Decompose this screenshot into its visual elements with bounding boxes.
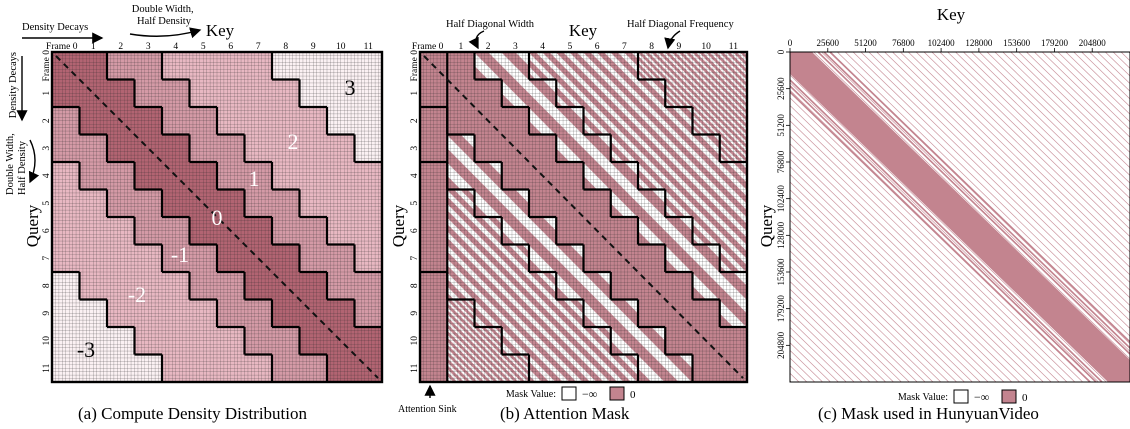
frame-label: 7 [256,42,261,52]
frame-label: 6 [42,228,52,233]
density-column-labels: Frame 0 1 2 3 4 5 6 7 8 9 10 11 [46,42,373,52]
frame-label: 9 [42,311,52,316]
frame-label: 2 [118,42,123,52]
frame-label: 5 [42,201,52,206]
band-label: 0 [212,205,223,230]
frame-label: 11 [42,363,52,372]
frame-label: 8 [42,283,52,288]
frame-label: 5 [201,42,206,52]
frame-label: 10 [42,336,52,346]
frame-label: 1 [42,91,52,96]
double-width-arrow [130,30,200,36]
band-label: -2 [128,282,146,307]
band-label: 3 [345,75,356,100]
frame-label: 7 [42,256,52,261]
query-label: Query [23,204,42,247]
frame-label: 3 [42,146,52,151]
frame-label: 9 [311,42,316,52]
band-label: 1 [249,166,260,191]
double-width-down-arrow [30,140,35,182]
band-label: 2 [288,129,299,154]
frame-label: 8 [283,42,288,52]
frame-label: 3 [146,42,151,52]
density-row-labels: Frame 0 1 2 3 4 5 6 7 8 9 10 11 [42,50,52,373]
frame-label: 6 [228,42,233,52]
frame-label: 2 [42,118,52,123]
frame-label: 10 [336,42,346,52]
panel-b-attention-mask: Frame 0 1 2 3 4 5 6 7 8 9 10 11 Frame 0123456789101… [389,19,747,415]
double-width-top-label: Double Width, Half Density [132,4,196,27]
frame-label: 1 [91,42,96,52]
band-label: -3 [77,337,95,362]
density-decays-left-label: Density Decays [8,52,19,118]
density-decays-top-label: Density Decays [22,22,88,33]
panel-a-density: Frame 0 1 2 3 4 5 6 7 8 9 10 11 Frame 0123456789101… [5,4,382,382]
band-label: -1 [171,242,189,267]
frame-label: 4 [42,173,52,178]
key-label: Key [206,21,235,40]
frame-label: Frame 0 [42,50,52,82]
double-width-left-label: Double Width, Half Density [5,131,28,195]
frame-label: 4 [173,42,178,52]
frame-label: 11 [364,42,373,52]
